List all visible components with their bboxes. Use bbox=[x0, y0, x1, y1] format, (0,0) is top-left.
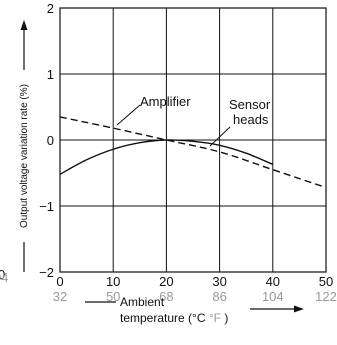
x-tick-label: 40 bbox=[266, 274, 280, 289]
annotation-sensor-line2: heads bbox=[233, 112, 269, 127]
series-layer bbox=[59, 116, 327, 189]
x-axis-title-celsius: temperature (°C bbox=[120, 311, 206, 325]
x-tick-label: 30 bbox=[212, 274, 226, 289]
x-tick-label: 10 bbox=[106, 274, 120, 289]
annotation-amplifier-leader bbox=[116, 104, 141, 126]
x-axis-title-line1: Ambient bbox=[120, 295, 165, 309]
annotation-sensor-line1: Sensor bbox=[229, 97, 271, 112]
series-line-amplifier bbox=[59, 116, 327, 189]
annotation-amplifier-text: Amplifier bbox=[140, 94, 191, 109]
x-axis-title: Ambient temperature (°C °F ) bbox=[85, 295, 304, 325]
annotation-sensor-heads: Sensor heads bbox=[209, 97, 271, 147]
x-axis-title-close: ) bbox=[224, 311, 228, 325]
y-axis-title-arrowhead bbox=[20, 20, 28, 30]
x-axis-title-line2: temperature (°C °F ) bbox=[120, 311, 228, 325]
series-line-sensor-heads bbox=[59, 139, 274, 175]
annotation-sensor-leader bbox=[209, 126, 231, 147]
y-axis-title-text: Output voltage variation rate (%) bbox=[19, 84, 30, 228]
x-tick-label: 50 bbox=[319, 274, 333, 289]
y-tick-label: 0 bbox=[47, 133, 54, 148]
left-edge-fragment-f: 04 bbox=[0, 270, 8, 285]
x-axis-title-fahrenheit: °F bbox=[209, 311, 221, 325]
y-tick-label: −2 bbox=[39, 265, 54, 280]
x-tick-labels-fahrenheit: 32 50 68 86 104 122 bbox=[53, 289, 337, 304]
x-tick-label-fahrenheit: 68 bbox=[159, 289, 173, 304]
y-axis-title: Output voltage variation rate (%) bbox=[19, 20, 30, 272]
y-tick-labels: 2 1 0 −1 −2 bbox=[39, 1, 54, 280]
grid bbox=[59, 7, 327, 273]
x-tick-label: 0 bbox=[56, 274, 63, 289]
x-tick-label-fahrenheit: 32 bbox=[53, 289, 67, 304]
x-tick-label-fahrenheit: 50 bbox=[106, 289, 120, 304]
x-tick-label-fahrenheit: 86 bbox=[212, 289, 226, 304]
y-tick-label: −1 bbox=[39, 199, 54, 214]
x-tick-labels: 0 10 20 30 40 50 bbox=[56, 274, 333, 289]
y-tick-label: 2 bbox=[47, 1, 54, 16]
annotation-amplifier: Amplifier bbox=[116, 94, 191, 126]
x-tick-label-fahrenheit: 122 bbox=[315, 289, 337, 304]
x-tick-label-fahrenheit: 104 bbox=[262, 289, 284, 304]
x-tick-label: 20 bbox=[159, 274, 173, 289]
y-tick-label: 1 bbox=[47, 67, 54, 82]
x-axis-title-arrowhead bbox=[294, 305, 304, 313]
left-edge-fragment-c: 0 bbox=[0, 267, 5, 282]
